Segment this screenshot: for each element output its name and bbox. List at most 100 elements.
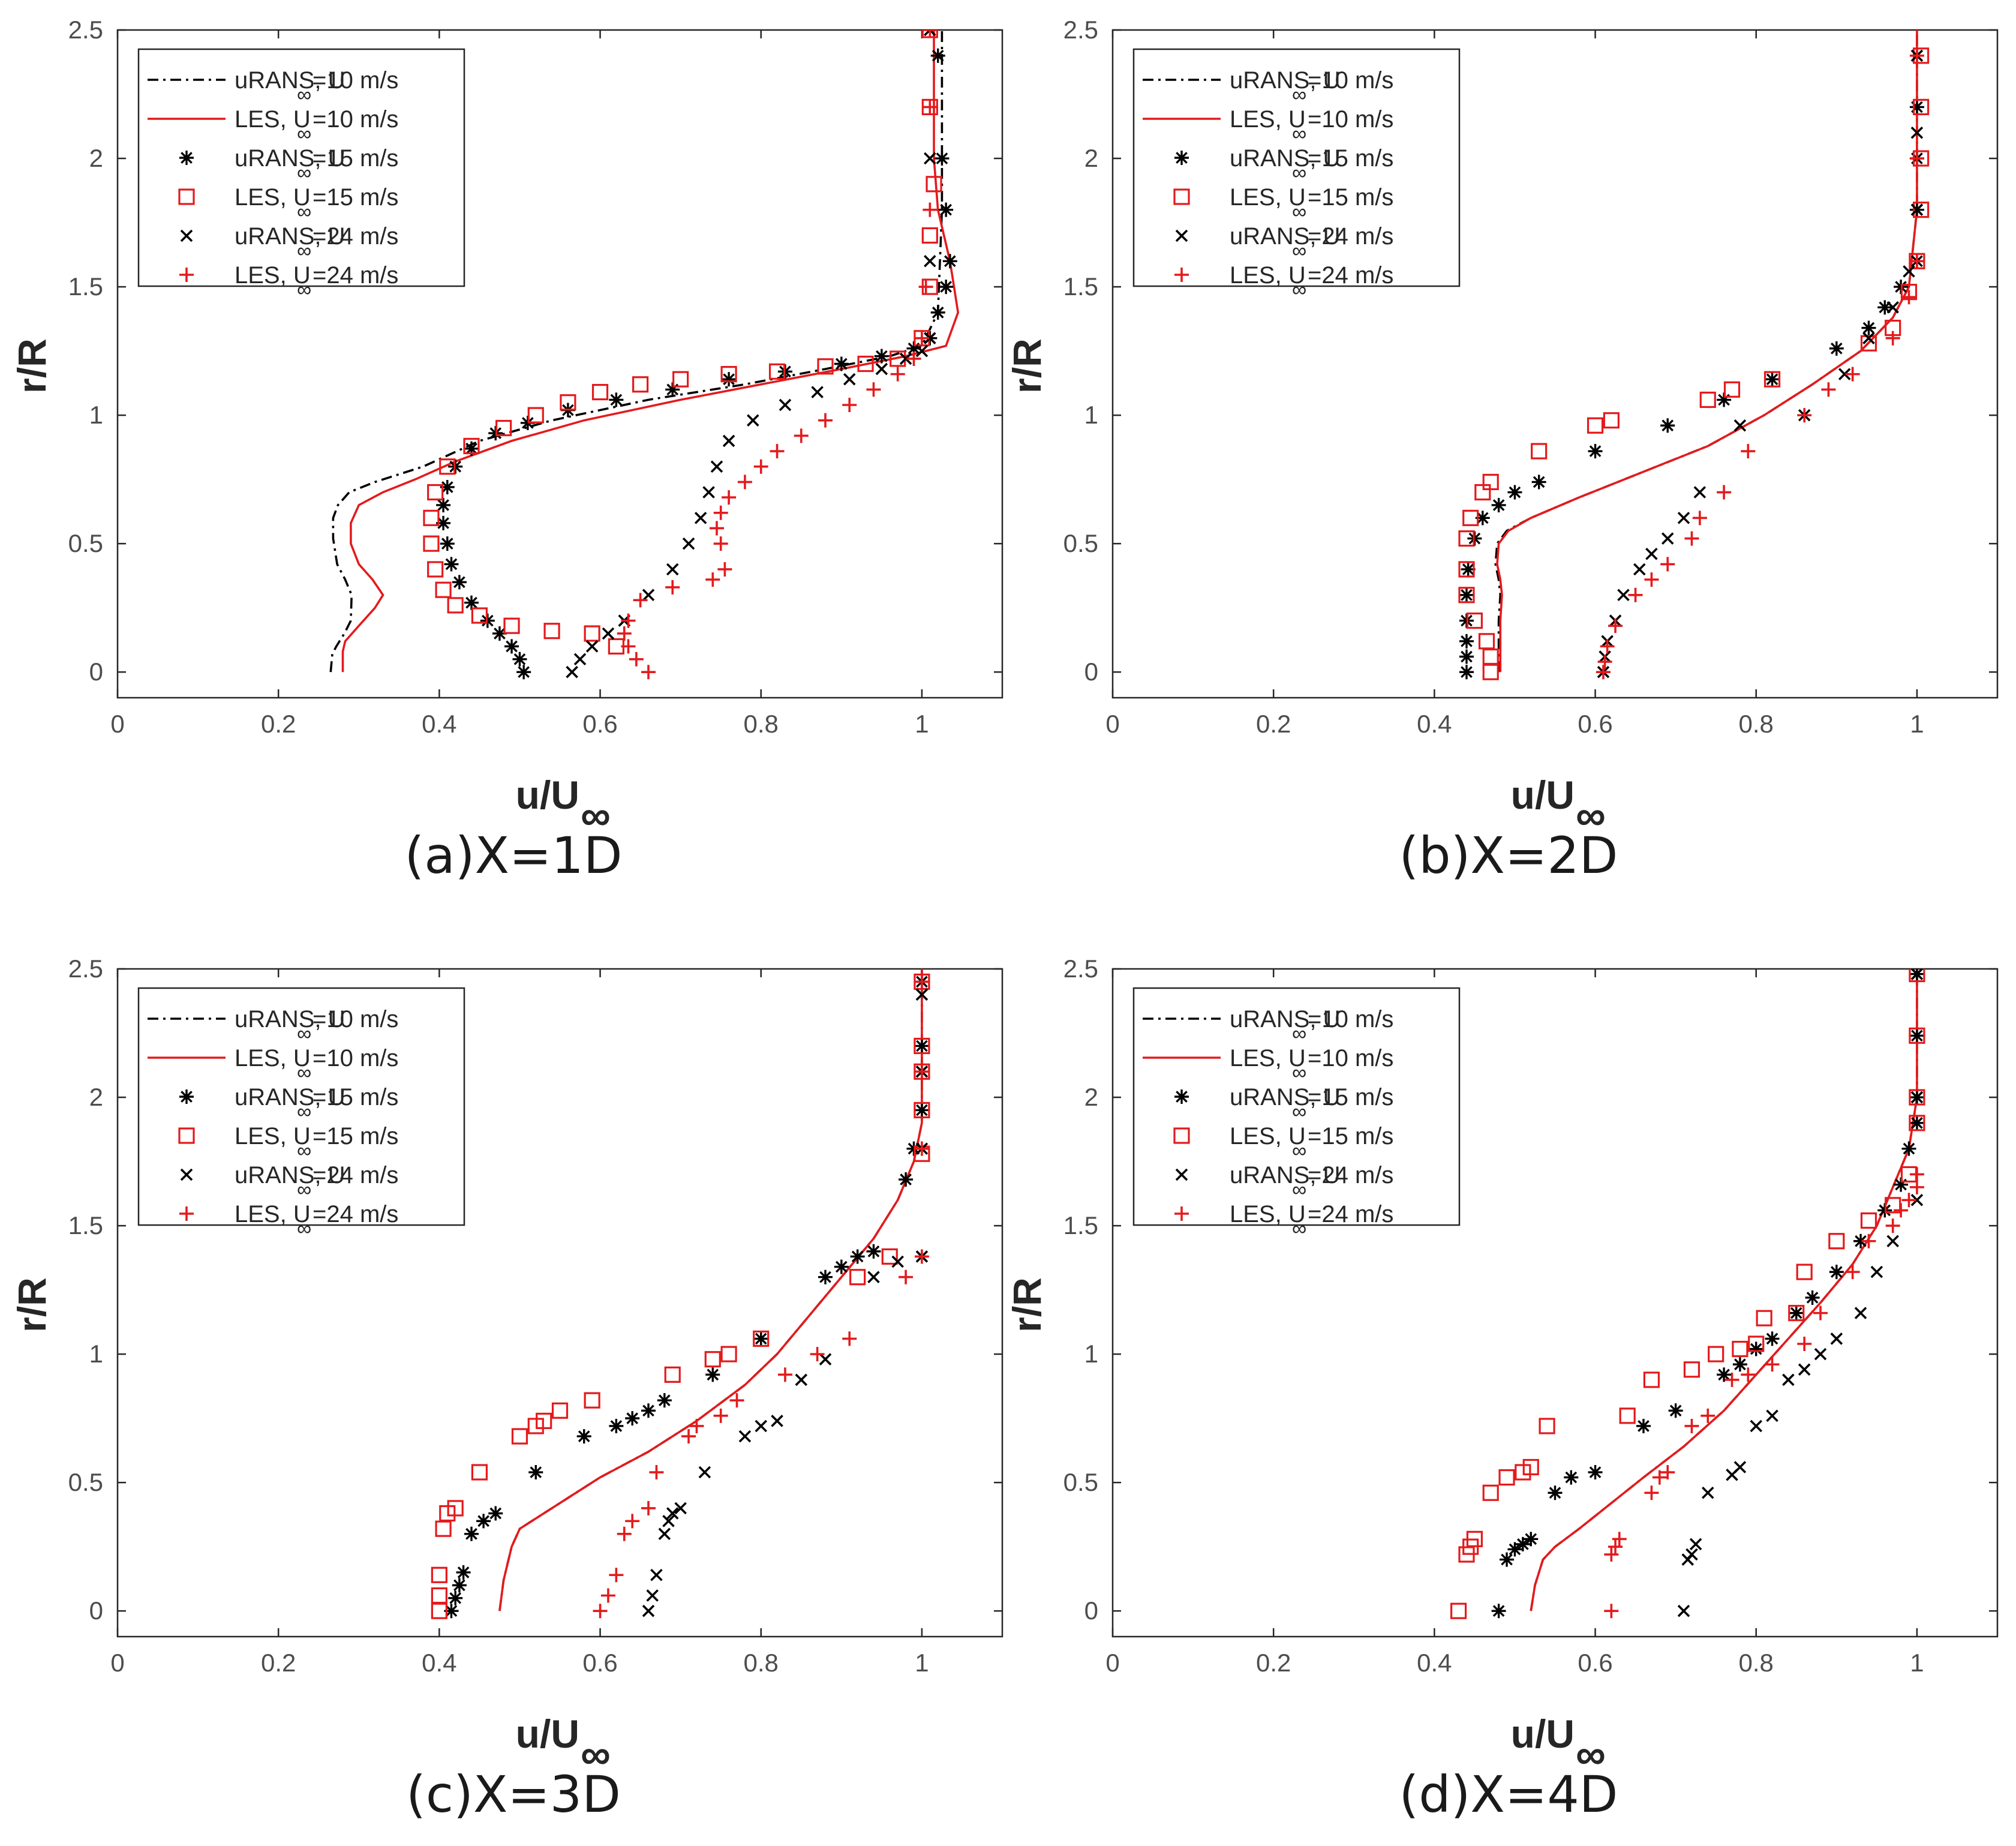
series-asterisk [444, 974, 929, 1619]
data-point [681, 1429, 696, 1444]
data-point [1798, 1363, 1811, 1376]
data-point [722, 490, 737, 505]
data-point [1587, 417, 1604, 434]
legend-swatch [1173, 1127, 1190, 1144]
data-point [439, 458, 456, 475]
data-point [768, 363, 786, 380]
legend-label-u: , U [1275, 262, 1306, 289]
legend-swatch [1175, 1168, 1188, 1181]
y-tick-label: 0.5 [68, 1468, 103, 1496]
legend-label-u: , U [314, 1084, 345, 1110]
data-point [818, 1269, 833, 1284]
data-point [435, 1520, 452, 1537]
data-point [633, 593, 648, 608]
data-point [427, 484, 444, 501]
data-point [1701, 1487, 1714, 1499]
data-point [881, 1248, 898, 1265]
data-point [1643, 1371, 1660, 1388]
data-point [1813, 1305, 1828, 1320]
data-point [585, 640, 599, 653]
data-point [694, 512, 707, 524]
data-point [923, 202, 938, 217]
data-point [452, 575, 467, 590]
data-point [1717, 392, 1732, 407]
data-point [818, 413, 833, 428]
x-tick-label: 0.4 [422, 710, 456, 738]
data-point [593, 1604, 608, 1619]
data-point [921, 227, 938, 244]
data-point [649, 1465, 664, 1480]
legend-method: uRANS [235, 1162, 314, 1188]
legend-label-u: , U [314, 67, 345, 94]
series-plus [617, 30, 938, 680]
legend-box [1132, 987, 1461, 1226]
x-tick-label: 0.4 [1417, 710, 1452, 738]
data-point [906, 351, 921, 366]
data-point [1475, 511, 1490, 526]
data-point [1588, 1465, 1603, 1480]
data-point [914, 1103, 929, 1118]
data-point [1797, 1336, 1812, 1351]
legend-label-method: uRANS, U [1230, 1084, 1341, 1110]
legend-label-sub: ∞ [297, 1217, 311, 1240]
data-point [924, 30, 936, 37]
legend-swatch [1174, 268, 1189, 282]
data-point [609, 1418, 624, 1433]
data-point [1885, 1218, 1900, 1233]
legend-label-method: uRANS, U [1230, 145, 1341, 172]
legend-label-method: uRANS, U [235, 145, 345, 172]
data-point [1796, 1263, 1813, 1280]
legend-swatch [179, 268, 194, 282]
legend-entry: LES, U∞=10 m/s [148, 106, 398, 145]
x-tick-label: 0 [1105, 1649, 1119, 1677]
legend-label-speed: =10 m/s [1308, 1006, 1393, 1032]
legend-entry: LES, U∞=15 m/s [1173, 1123, 1393, 1162]
data-point [709, 521, 724, 536]
data-point [1693, 486, 1706, 499]
data-point [1699, 391, 1716, 409]
y-tick-label: 2.5 [68, 954, 103, 983]
data-point [1603, 412, 1620, 429]
series-plus [1604, 1167, 1924, 1619]
x-tick-label: 0 [110, 1649, 124, 1677]
data-point [890, 367, 905, 382]
data-point [1482, 664, 1499, 680]
legend-swatch [180, 229, 193, 242]
y-axis-label: r/R [10, 1277, 54, 1332]
legend-label-sub: ∞ [297, 1022, 311, 1045]
data-point [906, 341, 921, 356]
data-point [1845, 1265, 1860, 1280]
data-point [1531, 443, 1548, 460]
data-point [866, 1244, 881, 1259]
data-point [602, 627, 615, 640]
x-axis-label-main: u/U [1511, 1712, 1575, 1756]
legend-label-speed: =15 m/s [1308, 1084, 1393, 1110]
data-point [1458, 530, 1475, 547]
series-square [423, 30, 942, 655]
x-tick-label: 0 [1105, 710, 1119, 738]
legend-entry: LES, U∞=10 m/s [1143, 1045, 1393, 1084]
data-point [1531, 475, 1546, 490]
data-point [435, 581, 452, 598]
x-tick-label: 0.6 [582, 1649, 617, 1677]
data-point [495, 419, 512, 437]
legend-label-u: , U [314, 145, 345, 172]
data-point [666, 1507, 679, 1520]
legend-label-method: LES, U [235, 1201, 311, 1227]
series-layer [1450, 969, 1925, 1619]
data-point [1491, 497, 1506, 512]
data-point [1685, 1548, 1698, 1561]
legend-method: uRANS [235, 1006, 314, 1032]
data-point [819, 1353, 832, 1365]
legend-label-speed: =15 m/s [313, 184, 398, 211]
data-point [471, 607, 488, 624]
data-point [641, 1500, 656, 1515]
data-point [617, 626, 632, 641]
y-tick-label: 1 [1084, 1340, 1098, 1368]
data-point [939, 280, 954, 295]
legend-label-method: uRANS, U [235, 1084, 345, 1110]
data-point [657, 1393, 672, 1408]
data-point [1741, 444, 1756, 459]
y-tick-label: 0 [1084, 658, 1098, 686]
